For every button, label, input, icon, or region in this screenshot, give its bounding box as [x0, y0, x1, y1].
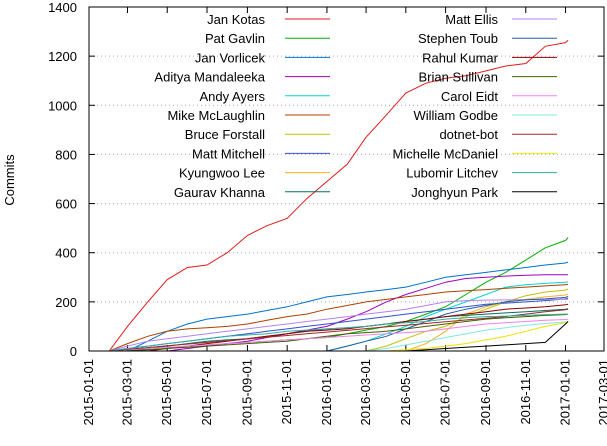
- y-tick-label: 1000: [48, 98, 77, 113]
- legend-label: Gaurav Khanna: [174, 185, 266, 200]
- series-line: [127, 261, 569, 352]
- legend-label: Bruce Forstall: [185, 127, 265, 142]
- x-tick-label: 2016-01-01: [319, 359, 334, 426]
- x-tick-label: 2016-05-01: [398, 359, 413, 426]
- series-line: [109, 313, 569, 352]
- x-tick-label: 2016-07-01: [438, 359, 453, 426]
- x-tick-label: 2017-01-01: [558, 359, 573, 426]
- y-axis-label: Commits: [2, 154, 17, 206]
- legend-label: Mike McLaughlin: [167, 108, 265, 123]
- series-line: [405, 293, 569, 352]
- series-line: [109, 318, 569, 352]
- series-line: [127, 313, 569, 352]
- series-line: [109, 298, 569, 352]
- y-tick-label: 1400: [48, 0, 77, 15]
- legend-label: William Godbe: [413, 108, 498, 123]
- legend-label: Stephen Toub: [418, 31, 498, 46]
- legend-label: dotnet-bot: [439, 127, 498, 142]
- x-tick-label: 2015-07-01: [199, 359, 214, 426]
- series-line: [109, 297, 569, 352]
- series-line: [386, 321, 569, 352]
- series-line: [326, 296, 569, 352]
- legend-label: Kyungwoo Lee: [179, 166, 265, 181]
- legend-label: Jan Kotas: [207, 12, 265, 27]
- x-tick-label: 2015-09-01: [239, 359, 254, 426]
- series-line: [366, 321, 569, 352]
- x-tick-label: 2017-03-01: [596, 359, 607, 426]
- x-tick-label: 2016-11-01: [518, 359, 533, 425]
- legend-label: Pat Gavlin: [205, 31, 265, 46]
- plot-border: [88, 6, 605, 352]
- series-line: [109, 283, 569, 352]
- y-tick-label: 1200: [48, 49, 77, 64]
- legend-label: Jonghyun Park: [411, 185, 498, 200]
- y-tick-label: 800: [55, 147, 77, 162]
- series-line: [167, 274, 569, 352]
- series-line: [108, 39, 569, 352]
- legend-label: Rahul Kumar: [422, 50, 499, 65]
- x-tick-label: 2015-11-01: [279, 359, 294, 425]
- y-tick-label: 200: [55, 295, 77, 310]
- legend-label: Aditya Mandaleeka: [154, 70, 265, 85]
- x-tick-label: 2015-01-01: [81, 359, 96, 426]
- legend-label: Andy Ayers: [199, 89, 265, 104]
- legend-label: Michelle McDaniel: [393, 146, 499, 161]
- x-tick-label: 2015-03-01: [119, 359, 134, 426]
- y-tick-label: 0: [70, 344, 77, 359]
- y-tick-label: 600: [55, 197, 77, 212]
- legend-label: Lubomir Litchev: [406, 166, 498, 181]
- x-tick-label: 2015-05-01: [159, 359, 174, 426]
- y-tick-label: 400: [55, 246, 77, 261]
- legend-label: Jan Vorlicek: [195, 50, 266, 65]
- x-tick-label: 2016-09-01: [478, 359, 493, 426]
- legend-label: Brian Sullivan: [419, 70, 499, 85]
- legend-label: Matt Ellis: [445, 12, 498, 27]
- x-tick-label: 2016-03-01: [358, 359, 373, 426]
- legend-label: Carol Eidt: [441, 89, 498, 104]
- legend-label: Matt Mitchell: [192, 146, 265, 161]
- series-line: [405, 321, 569, 352]
